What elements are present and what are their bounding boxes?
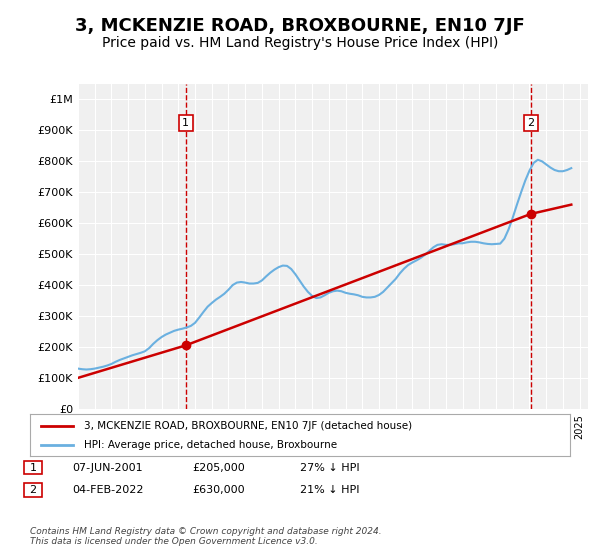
Text: 3, MCKENZIE ROAD, BROXBOURNE, EN10 7JF: 3, MCKENZIE ROAD, BROXBOURNE, EN10 7JF <box>75 17 525 35</box>
Text: 07-JUN-2001: 07-JUN-2001 <box>72 463 143 473</box>
Text: 2: 2 <box>527 118 535 128</box>
Text: 3, MCKENZIE ROAD, BROXBOURNE, EN10 7JF (detached house): 3, MCKENZIE ROAD, BROXBOURNE, EN10 7JF (… <box>84 421 412 431</box>
Text: 2: 2 <box>29 485 37 495</box>
Text: 04-FEB-2022: 04-FEB-2022 <box>72 485 143 495</box>
Text: Contains HM Land Registry data © Crown copyright and database right 2024.
This d: Contains HM Land Registry data © Crown c… <box>30 526 382 546</box>
Text: HPI: Average price, detached house, Broxbourne: HPI: Average price, detached house, Brox… <box>84 440 337 450</box>
Text: 21% ↓ HPI: 21% ↓ HPI <box>300 485 359 495</box>
Text: £630,000: £630,000 <box>192 485 245 495</box>
Text: 27% ↓ HPI: 27% ↓ HPI <box>300 463 359 473</box>
Text: Price paid vs. HM Land Registry's House Price Index (HPI): Price paid vs. HM Land Registry's House … <box>102 36 498 50</box>
Text: 1: 1 <box>29 463 37 473</box>
Text: £205,000: £205,000 <box>192 463 245 473</box>
Text: 1: 1 <box>182 118 189 128</box>
